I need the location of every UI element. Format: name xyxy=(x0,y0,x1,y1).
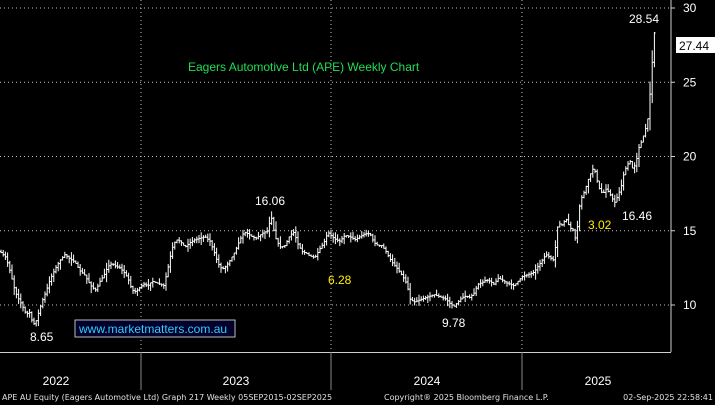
x-label-2024: 2024 xyxy=(414,374,441,388)
price-bar xyxy=(314,254,317,258)
x-label-2023: 2023 xyxy=(223,374,250,388)
price-bar xyxy=(642,135,645,143)
price-bar xyxy=(543,252,546,264)
annotation-low-9-78: 9.78 xyxy=(442,316,466,330)
footer-copyright: Copyright® 2025 Bloomberg Finance L.P. xyxy=(384,393,549,402)
watermark-text: www.marketmatters.com.au xyxy=(78,322,227,336)
price-bar xyxy=(532,269,535,276)
price-bar xyxy=(446,293,449,307)
annotation-move-3-02: 3.02 xyxy=(588,218,612,232)
price-bar xyxy=(631,160,634,169)
x-label-2025: 2025 xyxy=(585,374,612,388)
price-bars xyxy=(0,32,656,327)
price-bar xyxy=(620,179,623,196)
y-tick-label-25: 25 xyxy=(683,75,697,89)
price-bar xyxy=(380,245,383,248)
watermark-box: www.marketmatters.com.au xyxy=(74,319,236,338)
price-bar xyxy=(347,235,350,239)
price-bar xyxy=(59,259,62,270)
price-bar xyxy=(259,234,262,242)
y-axis: 10 15 20 25 30 xyxy=(671,1,697,312)
y-tick-label-15: 15 xyxy=(683,224,697,238)
price-bar xyxy=(521,275,524,281)
price-bar xyxy=(17,288,20,305)
price-bar xyxy=(554,240,557,268)
x-axis: 2022 2023 2024 2025 xyxy=(43,352,612,390)
price-bar xyxy=(28,308,31,318)
price-bar xyxy=(303,249,306,255)
price-bar xyxy=(468,294,471,299)
chart-title: Eagers Automotive Ltd (APE) Weekly Chart xyxy=(188,60,420,74)
price-bar xyxy=(479,279,482,288)
price-bar xyxy=(609,189,612,197)
x-label-2022: 2022 xyxy=(43,374,70,388)
price-bar xyxy=(358,234,361,240)
price-bar xyxy=(587,178,590,194)
price-bar xyxy=(435,289,438,297)
gridlines xyxy=(0,0,671,352)
price-bar xyxy=(402,270,405,282)
price-bar xyxy=(391,254,394,267)
footer-security-info: APE AU Equity (Eagers Automotive Ltd) Gr… xyxy=(2,393,333,402)
annotation-high-28-54: 28.54 xyxy=(629,12,659,26)
price-bar xyxy=(501,275,504,283)
price-bar xyxy=(653,32,656,68)
price-bar xyxy=(281,245,284,249)
price-bar xyxy=(598,180,601,190)
price-bar xyxy=(270,211,273,225)
footer-bar: APE AU Equity (Eagers Automotive Ltd) Gr… xyxy=(0,391,715,405)
last-price-badge: 27.44 xyxy=(676,37,715,53)
price-bar xyxy=(565,218,568,223)
price-bar xyxy=(292,229,295,237)
annotation-move-6-28: 6.28 xyxy=(328,273,352,287)
price-bar xyxy=(369,232,372,237)
price-bar xyxy=(457,300,460,306)
annotation-low-16-46: 16.46 xyxy=(622,209,652,223)
annotation-high-16-06: 16.06 xyxy=(255,194,285,208)
price-bar xyxy=(576,220,579,244)
y-tick-label-10: 10 xyxy=(683,298,697,312)
price-bar xyxy=(325,231,328,246)
last-price-label: 27.44 xyxy=(679,39,709,53)
price-bar xyxy=(336,234,339,243)
footer-timestamp: 02-Sep-2025 22:58:41 xyxy=(623,393,713,402)
price-bar xyxy=(48,276,51,294)
price-bar xyxy=(490,277,493,287)
price-bar xyxy=(510,279,513,290)
y-tick-label-30: 30 xyxy=(683,1,697,15)
price-bar xyxy=(413,297,416,306)
annotation-low-8-65: 8.65 xyxy=(30,330,54,344)
y-tick-label-20: 20 xyxy=(683,150,697,164)
price-bar xyxy=(424,295,427,300)
price-bar xyxy=(37,309,40,327)
